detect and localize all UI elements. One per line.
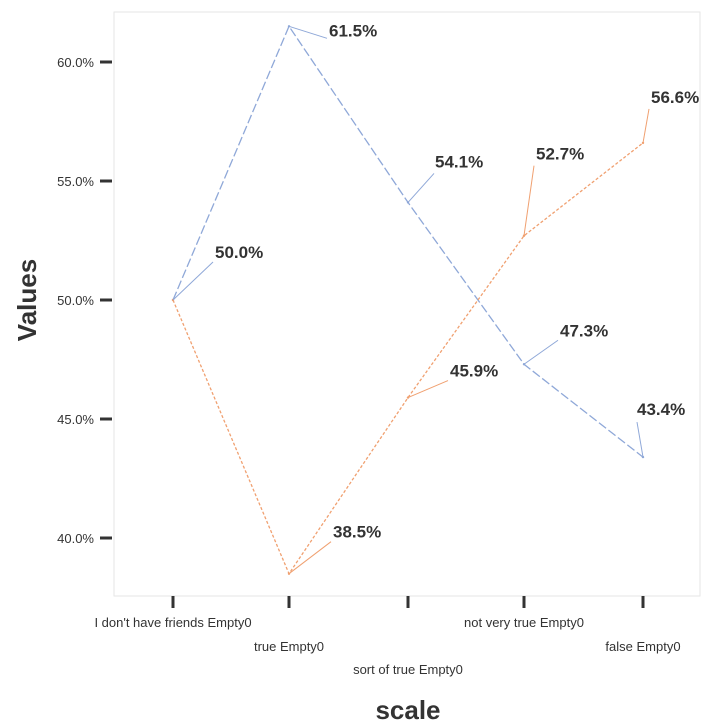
- data-label: 54.1%: [435, 152, 483, 171]
- leader-line: [523, 339, 559, 365]
- y-tick-label: 45.0%: [57, 412, 94, 427]
- leader-line: [636, 421, 644, 458]
- data-label: 45.9%: [450, 362, 498, 381]
- x-tick-label: I don't have friends Empty0: [94, 615, 251, 630]
- leader-line: [642, 108, 650, 144]
- leader-line: [288, 25, 328, 39]
- data-label: 43.4%: [637, 400, 685, 419]
- data-label: 50.0%: [215, 243, 263, 262]
- y-tick-label: 40.0%: [57, 531, 94, 546]
- plot-area: [113, 11, 701, 597]
- y-axis: 40.0% 45.0% 50.0% 55.0% 60.0%: [57, 55, 112, 546]
- leader-line: [172, 261, 214, 301]
- x-tick-label: not very true Empty0: [464, 615, 584, 630]
- y-axis-title: Values: [12, 259, 42, 341]
- leader-line: [407, 173, 435, 203]
- leader-line: [407, 380, 449, 399]
- data-labels: 50.0% 61.5% 54.1% 47.3% 43.4% 38.5% 45.9% 52.7%…: [172, 21, 699, 575]
- y-tick-label: 55.0%: [57, 174, 94, 189]
- y-tick-label: 60.0%: [57, 55, 94, 70]
- y-tick-label: 50.0%: [57, 293, 94, 308]
- leader-line: [523, 165, 535, 236]
- data-label: 61.5%: [329, 21, 377, 40]
- x-tick-label: true Empty0: [254, 639, 324, 654]
- x-tick-label: false Empty0: [605, 639, 680, 654]
- data-label: 47.3%: [560, 321, 608, 340]
- data-label: 56.6%: [651, 88, 699, 107]
- data-label: 38.5%: [333, 523, 381, 542]
- x-axis-title: scale: [375, 695, 440, 725]
- leader-line: [288, 541, 332, 575]
- data-label: 52.7%: [536, 145, 584, 164]
- x-tick-label: sort of true Empty0: [353, 662, 463, 677]
